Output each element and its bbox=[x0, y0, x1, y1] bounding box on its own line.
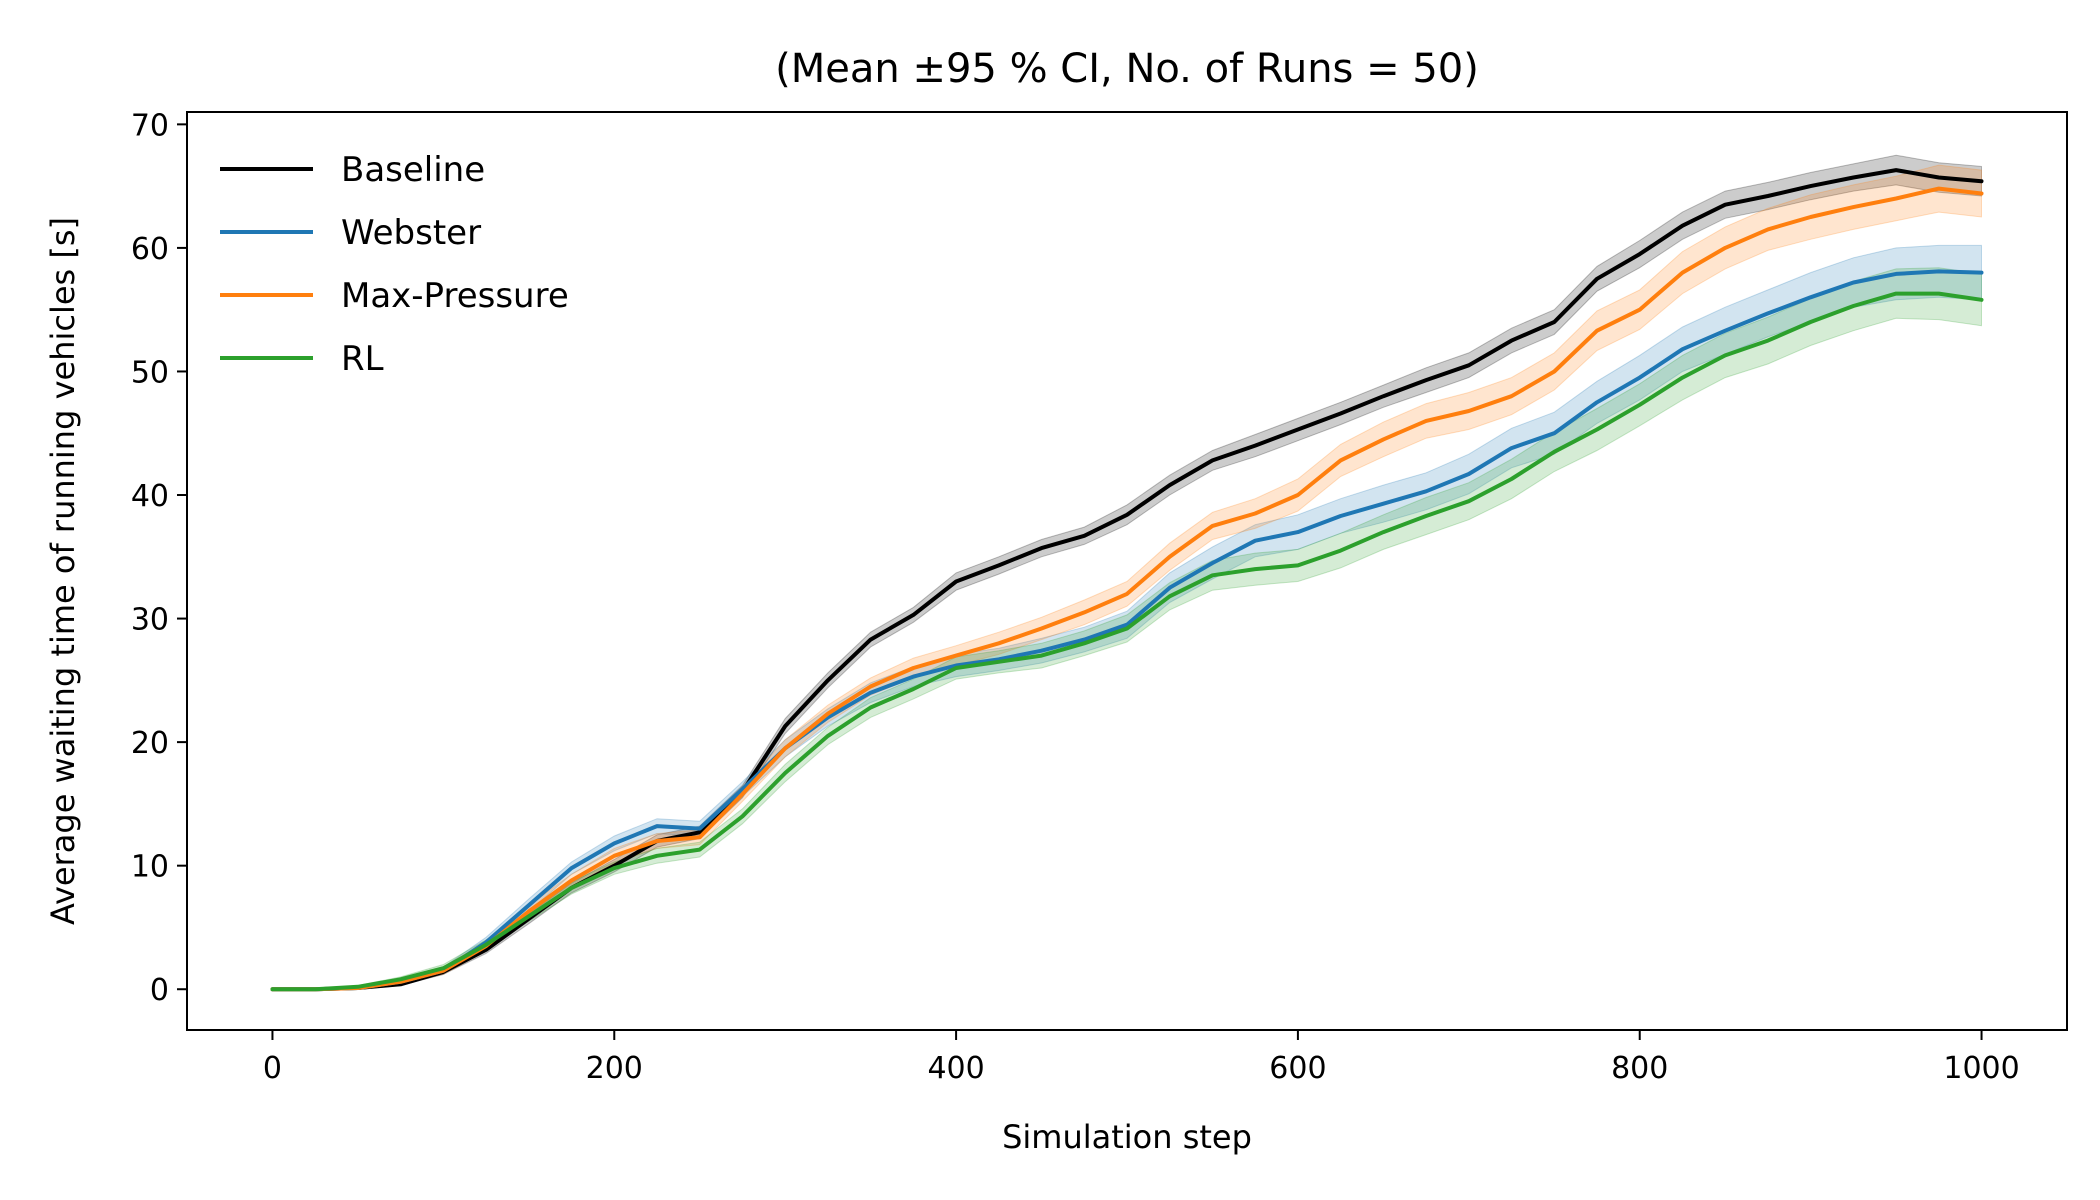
rl-legend-label: RL bbox=[341, 339, 384, 379]
x-tick-label: 600 bbox=[1269, 1051, 1326, 1086]
y-axis: 0 10 20 30 40 50 60 70 bbox=[131, 108, 187, 1008]
max-pressure-line bbox=[270, 186, 1984, 992]
x-tick-label: 800 bbox=[1611, 1051, 1668, 1086]
legend: Baseline Webster Max-Pressure RL bbox=[220, 150, 569, 379]
chart-title: (Mean ±95 % CI, No. of Runs = 50) bbox=[775, 46, 1479, 92]
x-tick-label: 1000 bbox=[1943, 1051, 2019, 1086]
y-tick-label: 40 bbox=[131, 479, 169, 514]
plot-frame bbox=[186, 111, 2068, 1031]
x-tick-label: 400 bbox=[927, 1051, 984, 1086]
y-tick-label: 0 bbox=[150, 973, 169, 1008]
y-tick-label: 10 bbox=[131, 850, 169, 885]
y-axis-title: Average waiting time of running vehicles… bbox=[44, 217, 82, 925]
series-lines bbox=[270, 168, 1984, 992]
x-axis-title: Simulation step bbox=[1002, 1118, 1252, 1156]
y-tick-label: 60 bbox=[131, 232, 169, 267]
y-tick-label: 30 bbox=[131, 603, 169, 638]
webster-line bbox=[270, 269, 1984, 992]
max-pressure-legend-label: Max-Pressure bbox=[341, 276, 569, 316]
rl-line bbox=[270, 291, 1984, 992]
x-tick-label: 200 bbox=[586, 1051, 643, 1086]
x-tick-label: 0 bbox=[263, 1051, 282, 1086]
y-tick-label: 50 bbox=[131, 355, 169, 390]
x-axis: 0 200 400 600 800 1000 bbox=[263, 1030, 2020, 1086]
y-tick-label: 70 bbox=[131, 108, 169, 143]
webster-legend-label: Webster bbox=[341, 213, 481, 253]
baseline-legend-label: Baseline bbox=[341, 150, 485, 190]
y-tick-label: 20 bbox=[131, 726, 169, 761]
